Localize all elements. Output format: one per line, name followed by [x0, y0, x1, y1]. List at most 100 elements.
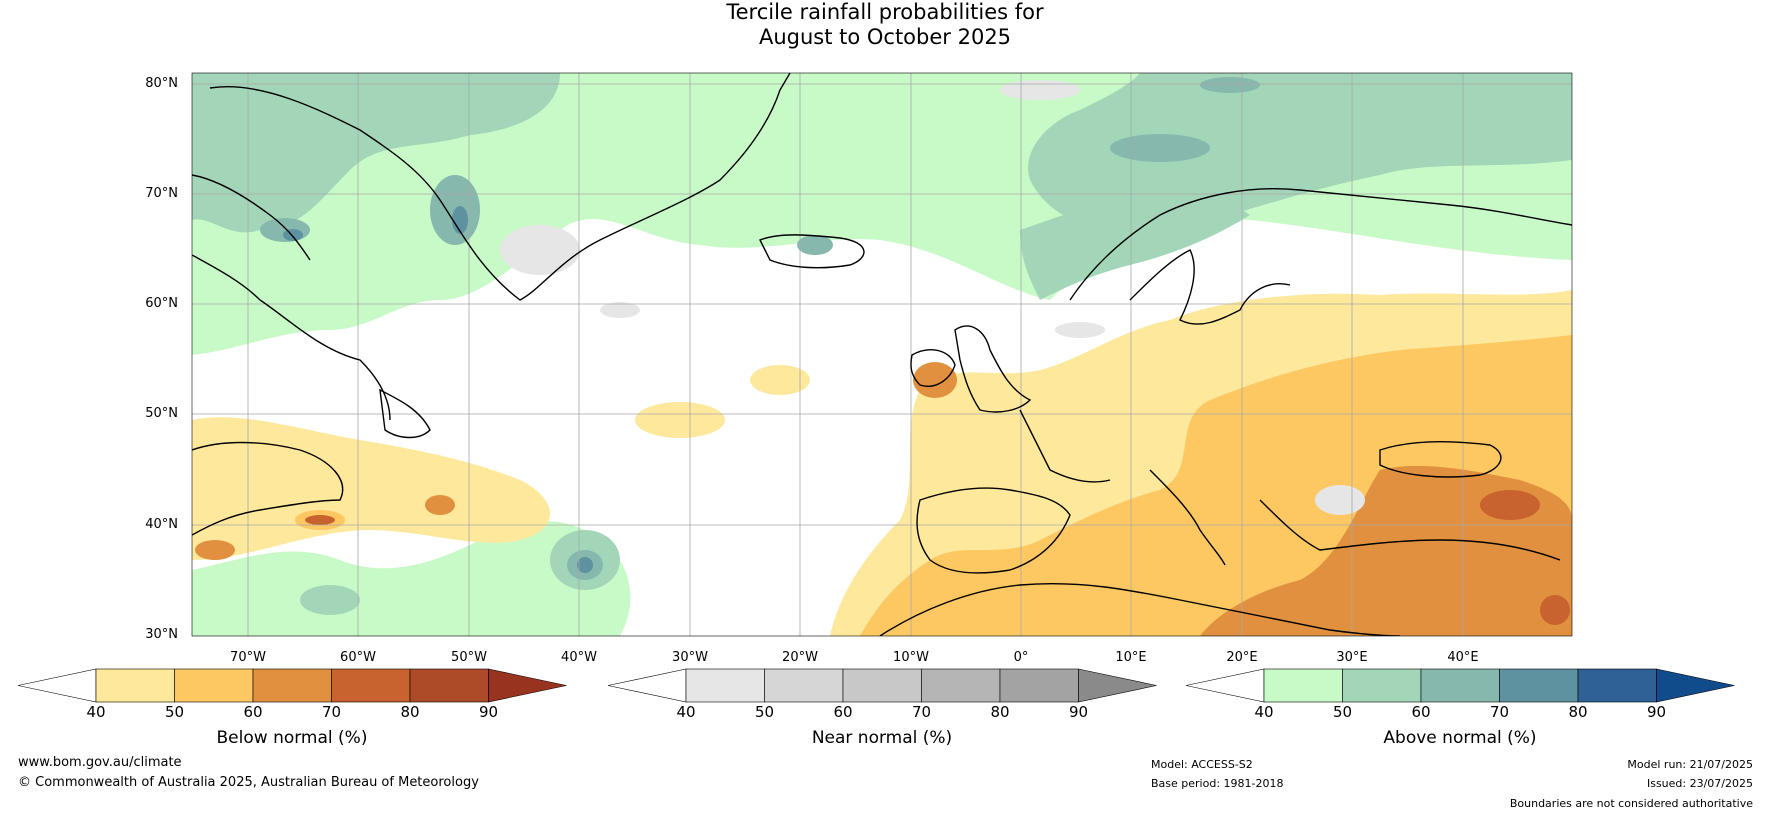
colorbar-below [17, 668, 567, 703]
above-normal-spot-12 [300, 585, 360, 615]
below-normal-spot-4 [305, 515, 335, 525]
coastline-baltic [1129, 249, 1291, 325]
above-normal-zone-norway [1020, 193, 1250, 300]
below-normal-spot-9 [750, 365, 810, 395]
coastline-black-sea [1379, 441, 1502, 478]
coastline-italy [1149, 469, 1226, 566]
colorbar-near-tick-40: 40 [676, 703, 696, 721]
lon-label-30w: 30°W [672, 650, 708, 665]
colorbar-title-below: Below normal (%) [216, 728, 368, 748]
coastline-great-britain [954, 325, 1032, 413]
coastline-baffin [192, 174, 311, 261]
colorbar-near-segment-4 [921, 668, 1001, 703]
map-frame [191, 72, 1573, 637]
below-normal-spot-8 [635, 402, 725, 438]
colorbar-above-tick-80: 80 [1568, 703, 1588, 721]
below-normal-zone-turkey [1200, 465, 1572, 636]
colorbar-above-segment-1 [1263, 668, 1343, 703]
model-text: Model: ACCESS-S2 [1151, 758, 1253, 771]
issued-text: Issued: 23/07/2025 [1646, 777, 1753, 790]
near-normal-spot-1 [500, 225, 580, 275]
map-title: Tercile rainfall probabilities for Augus… [0, 0, 1770, 50]
coastline-north-africa [879, 583, 1401, 636]
above-normal-spot-6 [452, 206, 468, 234]
lat-label-40n: 40°N [145, 517, 178, 532]
near-normal-spot-5 [1315, 485, 1365, 515]
coastline-iberia [916, 487, 1071, 574]
coastline-scandinavia [1069, 188, 1572, 301]
below-normal-spot-7 [913, 362, 957, 398]
colorbar-above-tick-60: 60 [1411, 703, 1431, 721]
lon-label-10w: 10°W [893, 650, 929, 665]
lon-label-0: 0° [1013, 650, 1029, 665]
above-normal-spot-5 [283, 229, 303, 241]
lat-label-50n: 50°N [145, 406, 178, 421]
coastline-france [1019, 409, 1111, 483]
lat-label-30n: 30°N [145, 627, 178, 642]
lat-label-80n: 80°N [145, 76, 178, 91]
lon-label-20w: 20°W [782, 650, 818, 665]
above-normal-zone-north-50 [192, 73, 560, 233]
title-line-1: Tercile rainfall probabilities for [726, 0, 1044, 24]
colorbar-below-under-triangle [17, 668, 97, 703]
colorbar-above-segment-4 [1499, 668, 1579, 703]
colorbar-below-tick-60: 60 [243, 703, 263, 721]
colorbar-above-segment-5 [1577, 668, 1657, 703]
lon-label-50w: 50°W [451, 650, 487, 665]
model-run-text: Model run: 21/07/2025 [1627, 758, 1753, 771]
colorbar-title-above: Above normal (%) [1383, 728, 1537, 748]
colorbar-near [607, 668, 1157, 703]
colorbar-above-under-triangle [1185, 668, 1265, 703]
above-normal-spot-1 [1110, 134, 1210, 162]
lon-label-70w: 70°W [230, 650, 266, 665]
colorbar-above-tick-90: 90 [1646, 703, 1667, 721]
coastline-iceland [759, 234, 865, 269]
colorbar-above-tick-70: 70 [1489, 703, 1510, 721]
colorbar-near-tick-60: 60 [833, 703, 853, 721]
lat-label-60n: 60°N [145, 296, 178, 311]
above-normal-spot-7 [797, 235, 833, 255]
colorbar-below-tick-90: 90 [478, 703, 499, 721]
colorbar-above-tick-40: 40 [1254, 703, 1274, 721]
colorbar-title-near: Near normal (%) [811, 728, 953, 748]
colorbar-near-under-triangle [607, 668, 687, 703]
lon-label-10e: 10°E [1115, 650, 1147, 665]
colorbar-below-over-triangle [488, 668, 567, 703]
colorbar-near-tick-70: 70 [911, 703, 932, 721]
colorbar-near-segment-2 [764, 668, 844, 703]
colorbar-above-over-triangle [1656, 668, 1735, 703]
lon-label-40e: 40°E [1447, 650, 1479, 665]
below-normal-spot-2 [1540, 595, 1570, 625]
below-normal-spot-5 [425, 495, 455, 515]
above-normal-spot-2 [1200, 77, 1260, 93]
colorbar-near-tick-80: 80 [990, 703, 1010, 721]
lon-label-40w: 40°W [561, 650, 597, 665]
colorbar-below-tick-50: 50 [164, 703, 185, 721]
colorbars [17, 668, 1735, 703]
colorbar-near-over-triangle [1078, 668, 1157, 703]
website-link[interactable]: www.bom.gov.au/climate [18, 755, 182, 770]
below-normal-spot-1 [1480, 490, 1540, 520]
colorbar-near-segment-5 [999, 668, 1079, 703]
below-normal-spot-6 [195, 540, 235, 560]
colorbar-below-tick-80: 80 [400, 703, 420, 721]
copyright-text: © Commonwealth of Australia 2025, Austra… [18, 775, 479, 790]
below-normal-zone-atlantic [192, 417, 550, 560]
colorbar-below-segment-1 [95, 668, 175, 703]
colorbar-above-tick-50: 50 [1332, 703, 1353, 721]
coastline-labrador [192, 254, 391, 421]
coastline-greenland [209, 73, 791, 301]
base-period-text: Base period: 1981-2018 [1151, 777, 1284, 790]
colorbar-below-segment-5 [409, 668, 489, 703]
coastlines [192, 73, 1572, 636]
near-normal-spot-2 [600, 302, 640, 318]
colorbar-near-segment-3 [842, 668, 922, 703]
title-line-2: August to October 2025 [758, 25, 1012, 49]
lat-label-70n: 70°N [145, 186, 178, 201]
colorbar-near-tick-50: 50 [754, 703, 775, 721]
colorbar-near-segment-1 [685, 668, 765, 703]
coastline-greece-turkey [1259, 499, 1561, 561]
colorbar-below-segment-2 [174, 668, 254, 703]
near-normal-spot-4 [1055, 322, 1105, 338]
